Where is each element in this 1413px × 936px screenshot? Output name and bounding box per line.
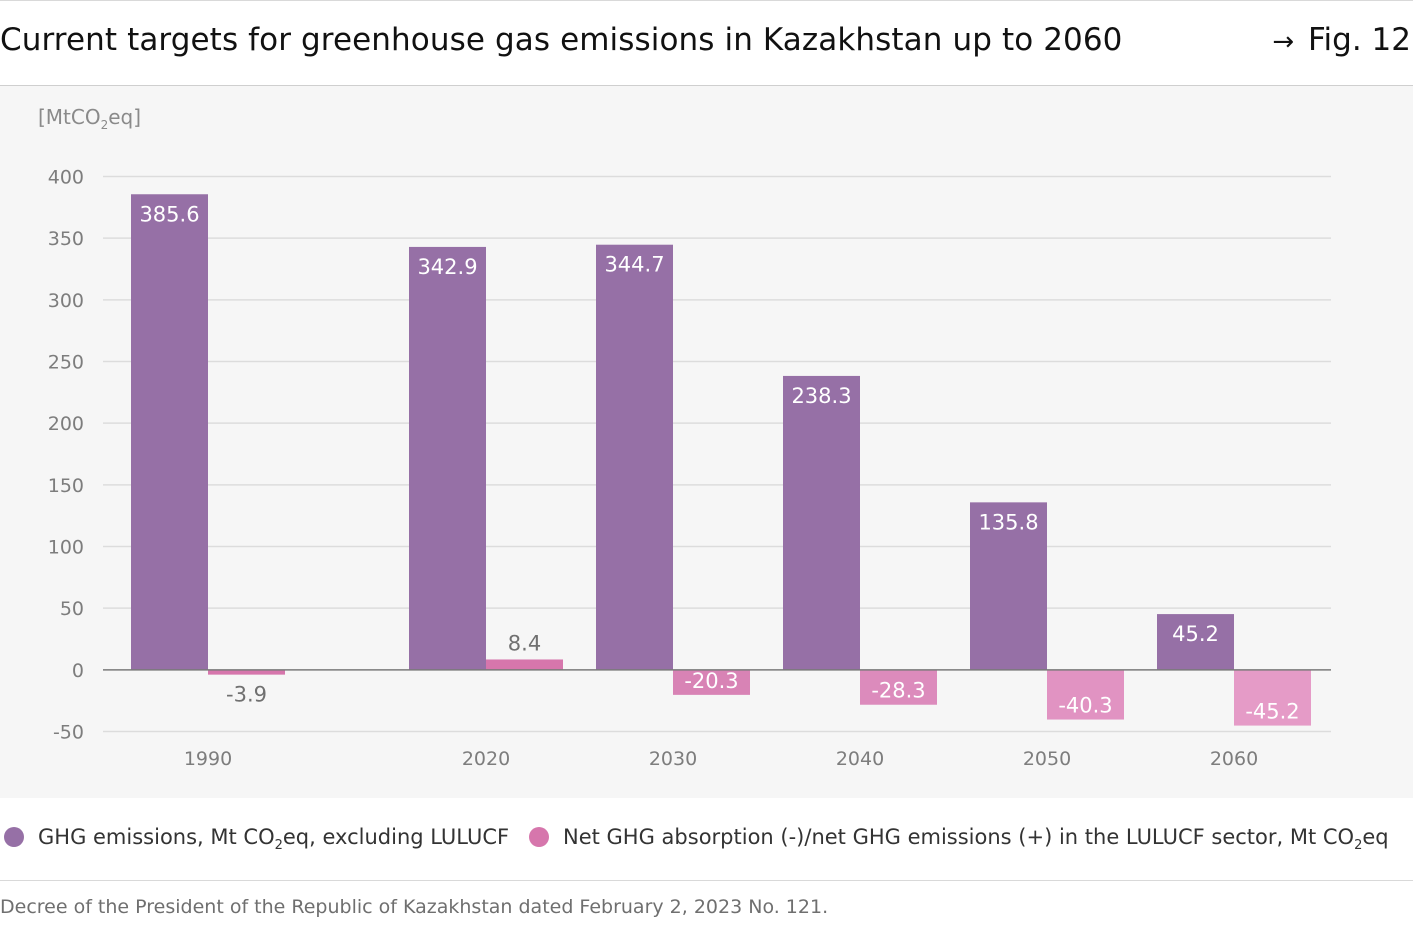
y-tick-label: 50 [60,598,84,620]
y-axis-ticks: 400 350 300 250 200 150 100 50 0 -50 [48,167,84,744]
x-axis-ticks: 1990 2020 2030 2040 2050 2060 [184,748,1258,770]
legend-label-ghg-emissions: GHG emissions, Mt CO2eq, excluding LULUC… [38,825,510,853]
figure-reference[interactable]: → Fig. 12 [1272,22,1411,58]
figure-number: Fig. 12 [1307,22,1411,58]
bottom-rule [0,880,1413,881]
legend: GHG emissions, Mt CO2eq, excluding LULUC… [0,825,1413,857]
unit-subscript: 2 [100,118,109,132]
bar-ghg-emissions [1157,614,1234,670]
bar-lulucf [860,669,937,705]
bar-ghg-emissions [596,244,673,670]
y-axis-unit: [MtCO2eq] [38,105,141,132]
title-bar: Current targets for greenhouse gas emiss… [0,0,1413,85]
data-label-ghg-emissions: 342.9 [417,255,477,279]
y-tick-label: 100 [48,537,84,559]
y-tick-label: 400 [48,167,84,189]
data-label-lulucf: -40.3 [1058,694,1112,718]
bar-ghg-emissions [970,502,1047,670]
bar-chart: 400 350 300 250 200 150 100 50 0 -50 385.6 -3.9 342… [48,167,1331,770]
bars [131,194,1311,726]
data-label-ghg-emissions: 385.6 [139,202,199,226]
data-label-ghg-emissions: 45.2 [1172,622,1219,646]
bar-ghg-emissions [131,194,208,670]
arrow-right-icon: → [1272,27,1295,57]
legend-item-ghg-emissions[interactable]: GHG emissions, Mt CO2eq, excluding LULUC… [4,825,509,853]
data-label-lulucf: -3.9 [226,683,267,707]
title-rule [0,85,1413,86]
data-label-ghg-emissions: 344.7 [604,253,664,277]
unit-suffix: eq] [108,105,142,129]
data-label-lulucf: -28.3 [871,679,925,703]
bar-lulucf [1234,669,1311,726]
data-label-ghg-emissions: 135.8 [978,510,1038,534]
data-label-lulucf: -45.2 [1245,700,1299,724]
legend-item-lulucf[interactable]: Net GHG absorption (-)/net GHG emissions… [529,825,1389,853]
x-tick-label: 2030 [649,748,697,770]
data-label-lulucf: 8.4 [508,631,541,655]
legend-label-lulucf: Net GHG absorption (-)/net GHG emissions… [563,825,1389,853]
chart-title: Current targets for greenhouse gas emiss… [0,22,1123,58]
data-label-lulucf: -20.3 [684,669,738,693]
y-tick-label: 0 [72,660,84,682]
y-tick-label: 200 [48,413,84,435]
x-tick-label: 2050 [1023,748,1071,770]
top-rule [0,0,1413,1]
legend-swatch-pink [529,827,549,847]
source-note: Decree of the President of the Republic … [0,896,829,918]
legend-swatch-purple [4,827,24,847]
grid-lines [103,175,1331,733]
x-tick-label: 1990 [184,748,232,770]
y-tick-label: -50 [53,722,84,744]
bar-lulucf [208,669,285,675]
bar-lulucf [673,669,750,695]
y-tick-label: 350 [48,228,84,250]
bar-lulucf [486,659,563,670]
data-label-ghg-emissions: 238.3 [791,384,851,408]
unit-prefix: [MtCO [38,105,101,129]
y-tick-label: 150 [48,475,84,497]
x-tick-label: 2060 [1210,748,1258,770]
y-tick-label: 250 [48,352,84,374]
bar-ghg-emissions [783,375,860,670]
x-tick-label: 2020 [462,748,510,770]
bar-lulucf [1047,669,1124,720]
data-labels: 385.6 -3.9 342.9 8.4 344.7 -20.3 238.3 -28.3 135… [139,202,1299,723]
bar-ghg-emissions [409,246,486,670]
y-tick-label: 300 [48,290,84,312]
x-tick-label: 2040 [836,748,884,770]
